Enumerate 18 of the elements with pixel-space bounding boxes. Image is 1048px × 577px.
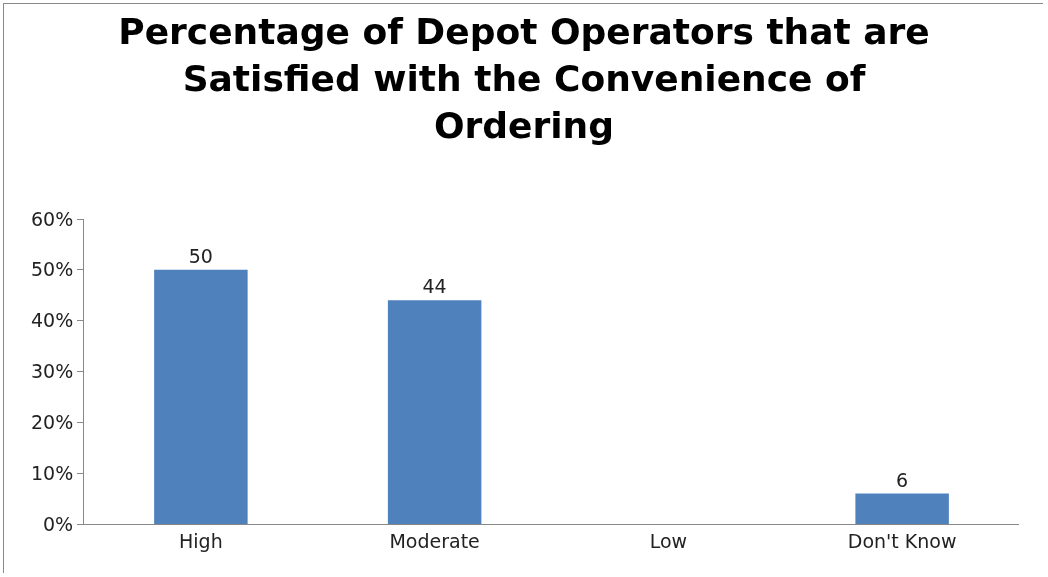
- x-tick-label: High: [179, 529, 223, 552]
- chart-title: Percentage of Depot Operators that are Satisfied with the Convenience of Ordering: [118, 10, 930, 146]
- x-tick-label: Low: [649, 529, 688, 552]
- y-tick-label: 30%: [30, 360, 74, 383]
- y-tick-label: 20%: [30, 410, 74, 433]
- y-tick-label: 10%: [30, 461, 74, 484]
- y-tick-label: 0%: [43, 512, 74, 535]
- bar: [387, 300, 482, 524]
- data-label: 6: [896, 468, 909, 491]
- y-tick-label: 50%: [30, 258, 74, 281]
- y-tick-label: 60%: [30, 207, 74, 230]
- data-label: 44: [422, 275, 447, 298]
- bar: [154, 269, 248, 524]
- bar: [855, 493, 949, 524]
- y-tick-label: 40%: [30, 309, 74, 332]
- x-tick-label: Moderate: [389, 529, 480, 552]
- x-tick-label: Don't Know: [847, 529, 957, 552]
- data-label: 50: [188, 244, 213, 267]
